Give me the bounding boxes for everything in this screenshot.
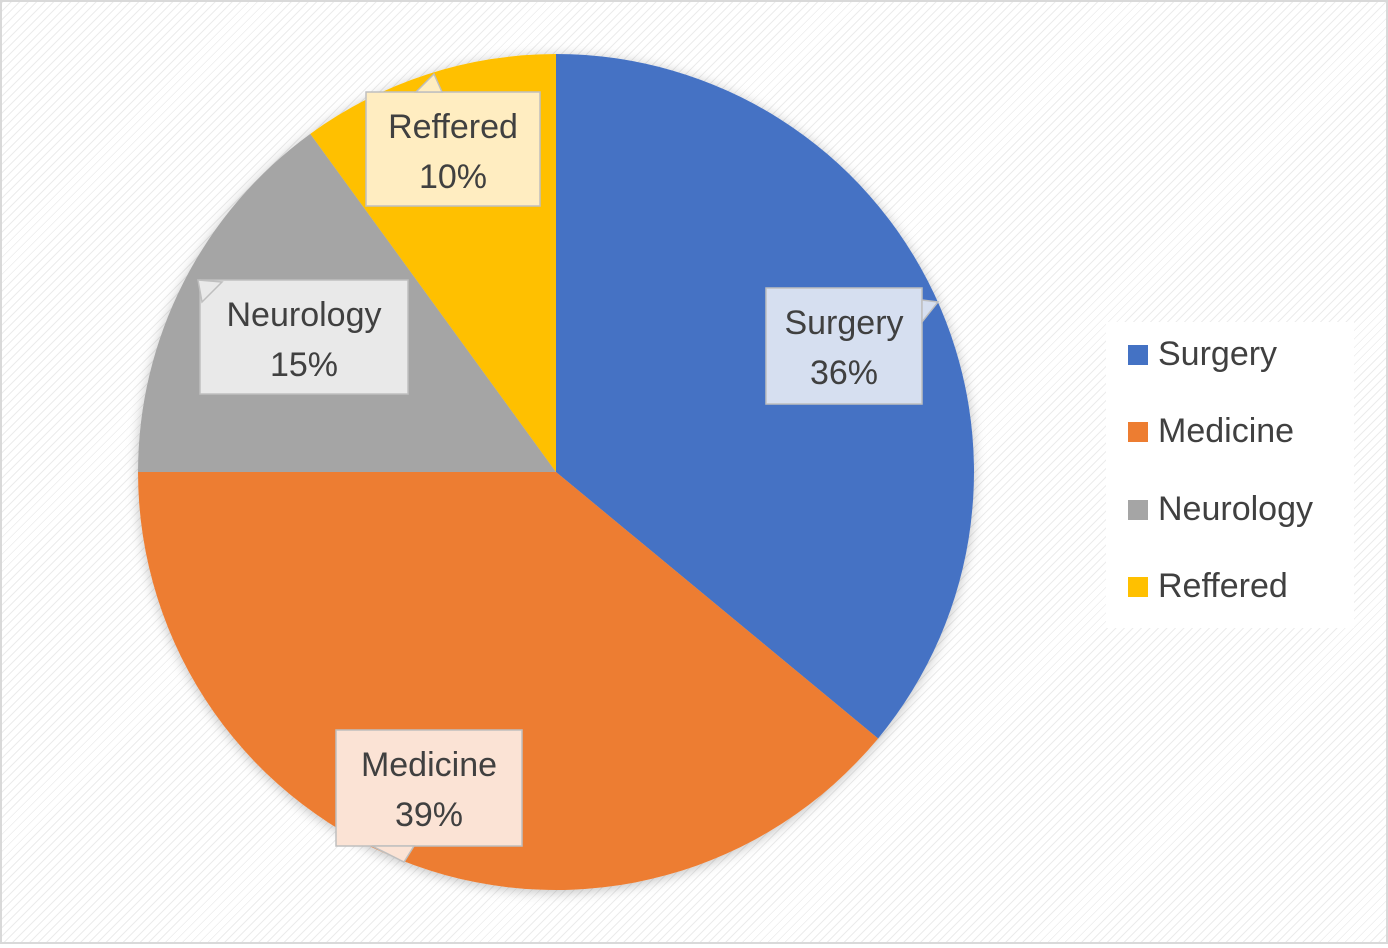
- legend-item-neurology: Neurology: [1128, 490, 1313, 529]
- data-label-pointer-reffered: [414, 72, 444, 93]
- data-label-surgery: Surgery 36%: [765, 287, 940, 405]
- data-label-box-neurology: [199, 279, 409, 395]
- legend-swatch-surgery: [1128, 344, 1148, 365]
- data-label-pointer-medicine: [371, 845, 416, 863]
- data-label-pointer-surgery: [921, 299, 940, 325]
- data-label-pointer-neurology: [197, 279, 224, 304]
- data-label-medicine: Medicine 39%: [335, 729, 523, 863]
- data-label-percent-surgery: 36%: [810, 354, 878, 392]
- legend-label-neurology: Neurology: [1158, 490, 1313, 528]
- pie-slice-medicine: [138, 472, 879, 890]
- legend-swatch-medicine: [1128, 421, 1148, 442]
- legend-label-surgery: Surgery: [1158, 335, 1278, 373]
- data-label-box-medicine: [335, 729, 523, 847]
- data-label-category-reffered: Reffered: [388, 108, 518, 146]
- legend-label-medicine: Medicine: [1158, 412, 1295, 450]
- data-label-category-neurology: Neurology: [227, 296, 382, 334]
- data-label-reffered: Reffered 10%: [365, 72, 541, 207]
- pie-slice-surgery: [556, 54, 974, 739]
- legend-label-reffered: Reffered: [1158, 567, 1288, 605]
- data-label-percent-neurology: 15%: [270, 346, 338, 384]
- data-label-percent-medicine: 39%: [395, 796, 463, 834]
- data-label-category-surgery: Surgery: [784, 304, 903, 342]
- legend-swatch-reffered: [1128, 576, 1148, 597]
- legend-item-medicine: Medicine: [1128, 412, 1294, 451]
- data-label-neurology: Neurology 15%: [197, 279, 409, 395]
- data-label-box-surgery: [765, 287, 923, 405]
- data-label-category-medicine: Medicine: [361, 746, 497, 784]
- data-label-percent-reffered: 10%: [419, 158, 487, 196]
- legend: Surgery Medicine Neurology Reffered: [1106, 322, 1354, 628]
- legend-item-reffered: Reffered: [1128, 567, 1288, 606]
- legend-swatch-neurology: [1128, 499, 1148, 520]
- data-label-box-reffered: [365, 91, 541, 207]
- legend-item-surgery: Surgery: [1128, 335, 1277, 374]
